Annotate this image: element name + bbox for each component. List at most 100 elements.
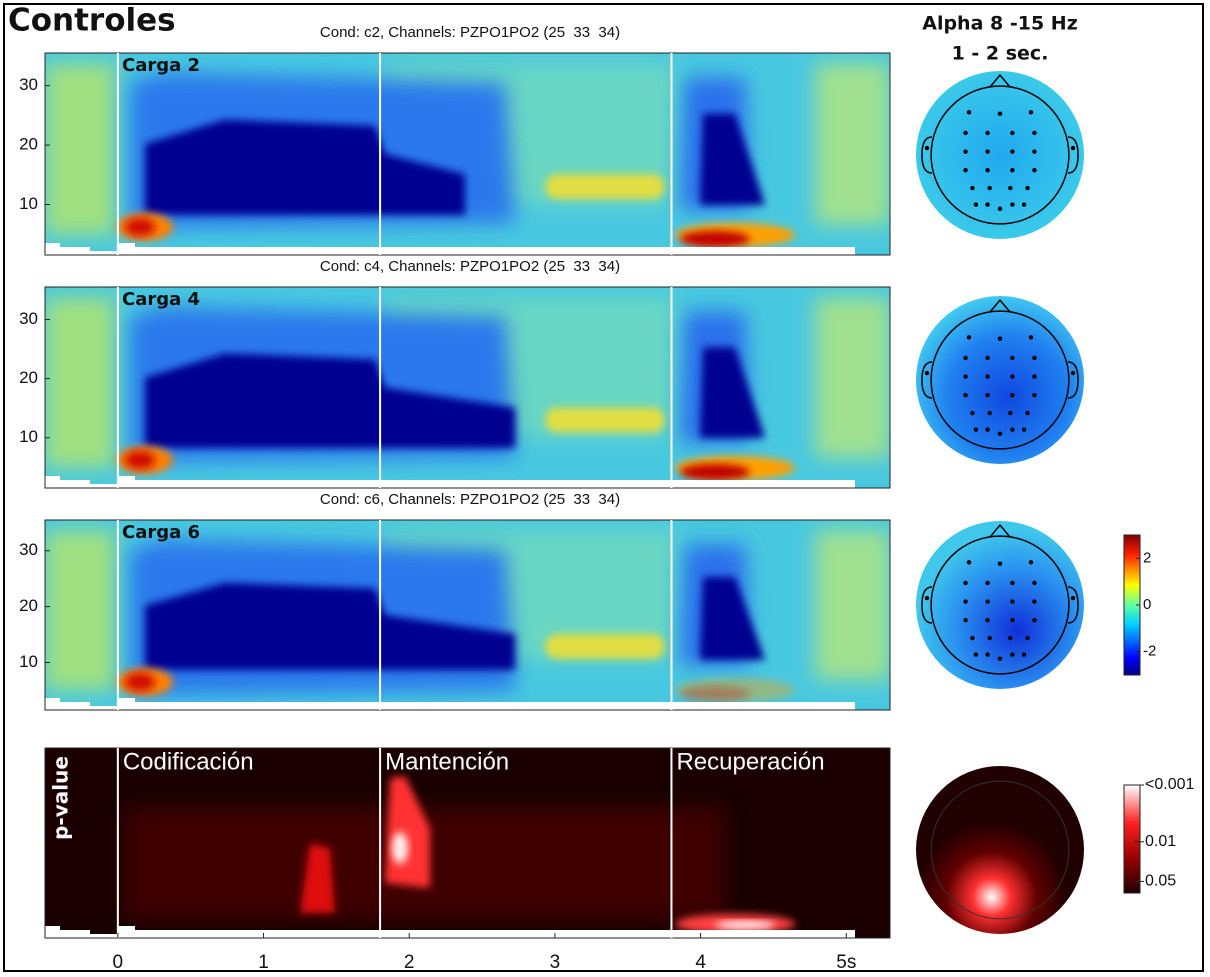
x-tick-label: 4	[695, 952, 706, 973]
electrode	[925, 371, 929, 375]
electrode	[925, 146, 929, 150]
electrode	[1010, 581, 1014, 585]
panel-label: Carga 2	[122, 55, 200, 76]
electrode	[963, 374, 967, 378]
electrode	[985, 652, 989, 656]
electrode	[963, 393, 967, 397]
electrode	[1010, 374, 1014, 378]
y-tick-label: 20	[19, 596, 38, 615]
electrode	[1010, 599, 1014, 603]
figure: Controles Alpha 8 -15 Hz 1 - 2 sec. 1020…	[0, 0, 1210, 977]
heatmap-blob	[545, 408, 665, 433]
heatmap-blob	[125, 673, 155, 691]
electrode	[1010, 652, 1014, 656]
heatmap-blob	[815, 297, 890, 458]
electrode	[925, 596, 929, 600]
heatmap	[45, 53, 890, 255]
pvalue-label: p-value	[49, 756, 73, 840]
electrode	[985, 374, 989, 378]
pvalue-colorbar	[1124, 785, 1140, 893]
pvalue-colorbar-tick-label: <0.001	[1145, 776, 1194, 793]
electrode	[1032, 168, 1036, 172]
electrode	[998, 207, 1002, 211]
heatmap-blob	[45, 530, 115, 690]
heatmap-blob	[680, 464, 750, 480]
panel-label: Carga 6	[122, 522, 200, 543]
electrode	[1010, 131, 1014, 135]
phase-label: Codificación	[123, 748, 254, 775]
y-tick-label: 30	[19, 540, 38, 559]
heatmap-blob	[680, 686, 750, 702]
electrode	[1008, 186, 1012, 190]
electrode	[1032, 131, 1036, 135]
heatmap-blob	[815, 530, 890, 680]
colorbar-tick-label: -2	[1143, 643, 1156, 660]
electrode	[1010, 356, 1014, 360]
topomap	[916, 521, 1084, 689]
y-tick-label: 20	[19, 368, 38, 387]
x-tick-label: 1	[258, 952, 269, 973]
electrode	[1025, 636, 1029, 640]
electrode	[1032, 393, 1036, 397]
electrode	[1008, 411, 1012, 415]
electrode	[1071, 371, 1075, 375]
heatmap-blob	[545, 634, 665, 659]
heatmap	[45, 520, 890, 710]
electrode	[985, 149, 989, 153]
phase-label: Mantención	[385, 748, 509, 775]
electrode	[1022, 427, 1026, 431]
electrode	[985, 618, 989, 622]
heatmap-blob	[45, 297, 115, 468]
electrode	[1022, 202, 1026, 206]
topomap	[916, 296, 1084, 464]
x-tick-label: 3	[550, 952, 561, 973]
x-tick-label: 5s	[836, 952, 856, 973]
electrode	[970, 636, 974, 640]
colorbar-tick-label: 2	[1143, 549, 1151, 566]
electrode	[963, 356, 967, 360]
panel-label: Carga 4	[122, 289, 200, 310]
electrode	[985, 599, 989, 603]
topomap-title: Alpha 8 -15 Hz	[922, 13, 1078, 35]
electrode	[998, 336, 1002, 340]
electrode	[1032, 618, 1036, 622]
electrode	[998, 111, 1002, 115]
electrode	[963, 618, 967, 622]
electrode	[970, 411, 974, 415]
electrode	[985, 356, 989, 360]
electrode	[974, 652, 978, 656]
electrode	[974, 202, 978, 206]
electrode	[1008, 636, 1012, 640]
colorbar-tick-label: 0	[1143, 596, 1151, 613]
topomap	[916, 766, 1084, 934]
panel-title: Cond: c6, Channels: PZPO1PO2 (25 33 34)	[320, 491, 620, 508]
electrode	[987, 636, 991, 640]
electrode	[1071, 596, 1075, 600]
electrode	[1032, 374, 1036, 378]
electrode	[963, 131, 967, 135]
heatmap-blob	[680, 231, 750, 247]
electrode	[998, 561, 1002, 565]
y-tick-label: 10	[19, 652, 38, 671]
electrode	[987, 186, 991, 190]
y-tick-label: 10	[19, 427, 38, 446]
electrode	[1032, 356, 1036, 360]
figure-title: Controles	[8, 3, 176, 39]
electrode	[985, 393, 989, 397]
heatmap	[45, 748, 890, 938]
electrode	[1032, 581, 1036, 585]
electrode	[1025, 186, 1029, 190]
electrode	[1032, 149, 1036, 153]
topomap-subtitle: 1 - 2 sec.	[952, 43, 1049, 65]
electrode	[1032, 599, 1036, 603]
pvalue-colorbar-tick-label: 0.05	[1145, 873, 1176, 890]
electrode	[967, 560, 971, 564]
y-tick-label: 30	[19, 309, 38, 328]
y-tick-label: 10	[19, 194, 38, 213]
electrode	[1029, 560, 1033, 564]
panel-title: Cond: c2, Channels: PZPO1PO2 (25 33 34)	[320, 24, 620, 41]
electrode	[998, 432, 1002, 436]
y-tick-label: 20	[19, 135, 38, 154]
electrode	[985, 168, 989, 172]
electrode	[1029, 110, 1033, 114]
